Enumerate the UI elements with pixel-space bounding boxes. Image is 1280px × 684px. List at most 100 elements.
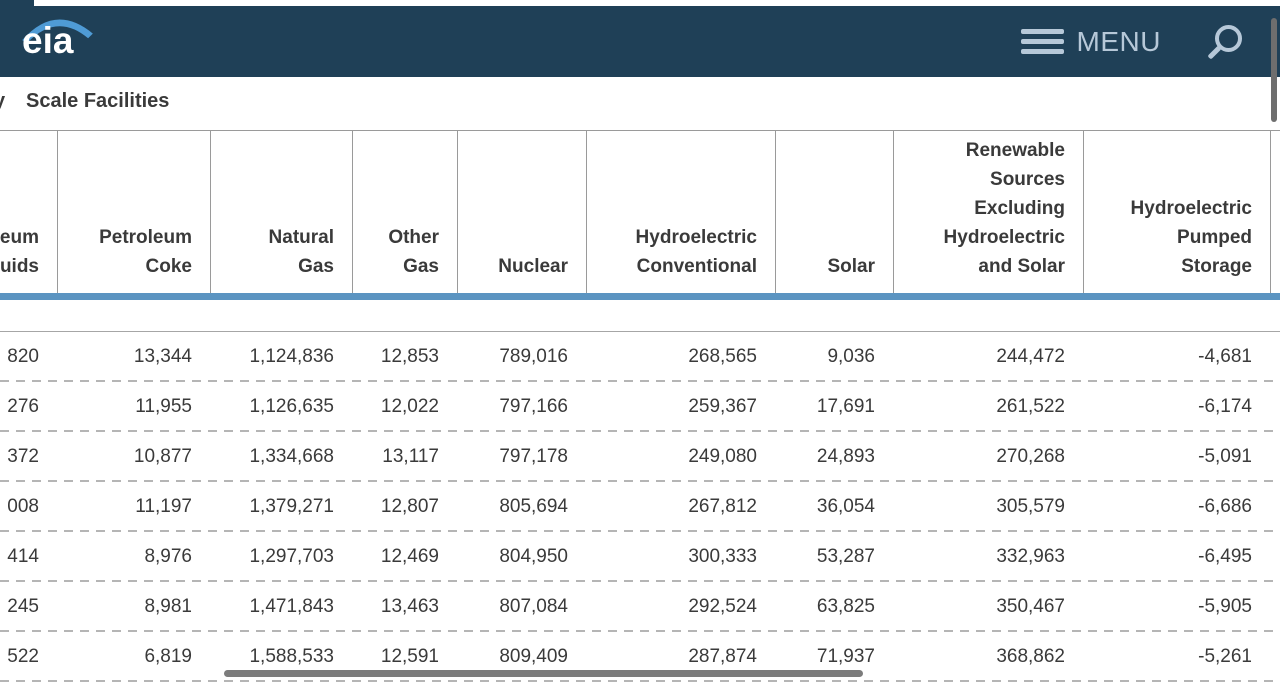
vertical-scrollbar-thumb[interactable] — [1271, 18, 1277, 122]
cell: 11,955 — [135, 396, 192, 417]
cell: 414 — [7, 546, 39, 567]
cell: 13,344 — [133, 346, 192, 367]
table-row: 820 13,344 1,124,836 12,853 789,016 268,565 9,… — [0, 332, 1280, 382]
cell: 1,379,271 — [249, 496, 334, 517]
cell: -5,091 — [1198, 446, 1252, 467]
column-header: Natural Gas — [210, 131, 352, 293]
cell: 12,853 — [380, 346, 439, 367]
menu-label: MENU — [1076, 25, 1161, 57]
header-accent-bar — [0, 293, 1280, 300]
cell: 249,080 — [688, 446, 757, 467]
column-header: Renewable Sources Excluding Hydroelectric an… — [893, 131, 1083, 293]
cell: 350,467 — [996, 596, 1065, 617]
cell: 797,166 — [499, 396, 568, 417]
cell: 13,463 — [380, 596, 439, 617]
horizontal-scrollbar-thumb[interactable] — [224, 670, 863, 677]
cell: -6,495 — [1198, 546, 1252, 567]
column-header: Other Gas — [352, 131, 457, 293]
cell: 261,522 — [996, 396, 1065, 417]
cell: 820 — [7, 346, 39, 367]
table-row: 414 8,976 1,297,703 12,469 804,950 300,333 53,… — [0, 532, 1280, 582]
cell: 1,588,533 — [249, 646, 334, 667]
menu-button[interactable]: MENU — [1020, 25, 1161, 58]
cell: 17,691 — [816, 396, 875, 417]
header-actions: MENU — [1020, 25, 1242, 58]
logo-text: eia — [22, 20, 74, 61]
cell: 12,591 — [380, 646, 439, 667]
column-header: Nuclear — [457, 131, 586, 293]
cell: 245 — [7, 596, 39, 617]
cell: 368,862 — [996, 646, 1065, 667]
cell: 372 — [7, 446, 39, 467]
cell: 287,874 — [688, 646, 757, 667]
cell: 332,963 — [996, 546, 1065, 567]
data-table: eum uids Petroleum Coke Natural Gas Other Gas Nu… — [0, 130, 1280, 682]
cell: -6,686 — [1198, 496, 1252, 517]
cell: 12,022 — [380, 396, 439, 417]
cell: 270,268 — [996, 446, 1065, 467]
cell: 8,981 — [144, 596, 192, 617]
cell: 11,197 — [135, 496, 192, 517]
cell: 804,950 — [499, 546, 568, 567]
cell: -5,261 — [1198, 646, 1252, 667]
table-row: 276 11,955 1,126,635 12,022 797,166 259,367 17… — [0, 382, 1280, 432]
table-row: 245 8,981 1,471,843 13,463 807,084 292,524 63,… — [0, 582, 1280, 632]
cell: 292,524 — [688, 596, 757, 617]
cell: 267,812 — [688, 496, 757, 517]
column-header: Petroleum Coke — [57, 131, 210, 293]
cell: 300,333 — [688, 546, 757, 567]
cell: -4,681 — [1198, 346, 1252, 367]
cell: 1,126,635 — [249, 396, 334, 417]
page-title-clipped-letter: y — [0, 90, 8, 113]
page-title-text: Scale Facilities — [26, 90, 170, 112]
column-header-clipped — [1270, 131, 1280, 293]
cell: 10,877 — [133, 446, 192, 467]
page-title: y Scale Facilities — [0, 90, 169, 113]
column-header: Hydroelectric Pumped Storage — [1083, 131, 1270, 293]
cell: 36,054 — [816, 496, 875, 517]
cell: 1,334,668 — [249, 446, 334, 467]
logo-swoosh-icon — [22, 19, 93, 43]
column-header: eum uids — [0, 227, 39, 277]
table-row: 522 6,819 1,588,533 12,591 809,409 287,874 71,… — [0, 632, 1280, 682]
cell: 259,367 — [688, 396, 757, 417]
hamburger-icon — [1020, 29, 1064, 54]
eia-logo[interactable]: eia — [16, 6, 116, 77]
cell: 797,178 — [499, 446, 568, 467]
cell: 1,297,703 — [249, 546, 334, 567]
cell: 276 — [7, 396, 39, 417]
table-body: 820 13,344 1,124,836 12,853 789,016 268,565 9,… — [0, 331, 1280, 682]
cell: 522 — [7, 646, 39, 667]
cell: -6,174 — [1198, 396, 1252, 417]
site-header: eia MENU — [0, 6, 1280, 77]
header-corner — [0, 0, 34, 7]
cell: 807,084 — [499, 596, 568, 617]
cell: 12,469 — [380, 546, 439, 567]
cell: 63,825 — [816, 596, 875, 617]
cell: 268,565 — [688, 346, 757, 367]
search-icon — [1215, 25, 1242, 52]
cell: 008 — [7, 496, 39, 517]
search-button[interactable] — [1215, 25, 1242, 58]
cell: 809,409 — [499, 646, 568, 667]
cell: 789,016 — [499, 346, 568, 367]
cell: 8,976 — [144, 546, 192, 567]
cell: 305,579 — [996, 496, 1065, 517]
table-header-row: eum uids Petroleum Coke Natural Gas Other Gas Nu… — [0, 130, 1280, 293]
cell: 71,937 — [816, 646, 875, 667]
column-header: Solar — [775, 131, 893, 293]
table-row: 008 11,197 1,379,271 12,807 805,694 267,812 36… — [0, 482, 1280, 532]
cell: 1,124,836 — [249, 346, 334, 367]
column-header: Hydroelectric Conventional — [586, 131, 775, 293]
cell: 805,694 — [499, 496, 568, 517]
cell: 24,893 — [816, 446, 875, 467]
cell: -5,905 — [1198, 596, 1252, 617]
cell: 1,471,843 — [249, 596, 334, 617]
cell: 9,036 — [827, 346, 875, 367]
cell: 6,819 — [144, 646, 192, 667]
cell: 244,472 — [996, 346, 1065, 367]
cell: 12,807 — [380, 496, 439, 517]
table-row: 372 10,877 1,334,668 13,117 797,178 249,080 24… — [0, 432, 1280, 482]
cell: 13,117 — [382, 446, 439, 467]
